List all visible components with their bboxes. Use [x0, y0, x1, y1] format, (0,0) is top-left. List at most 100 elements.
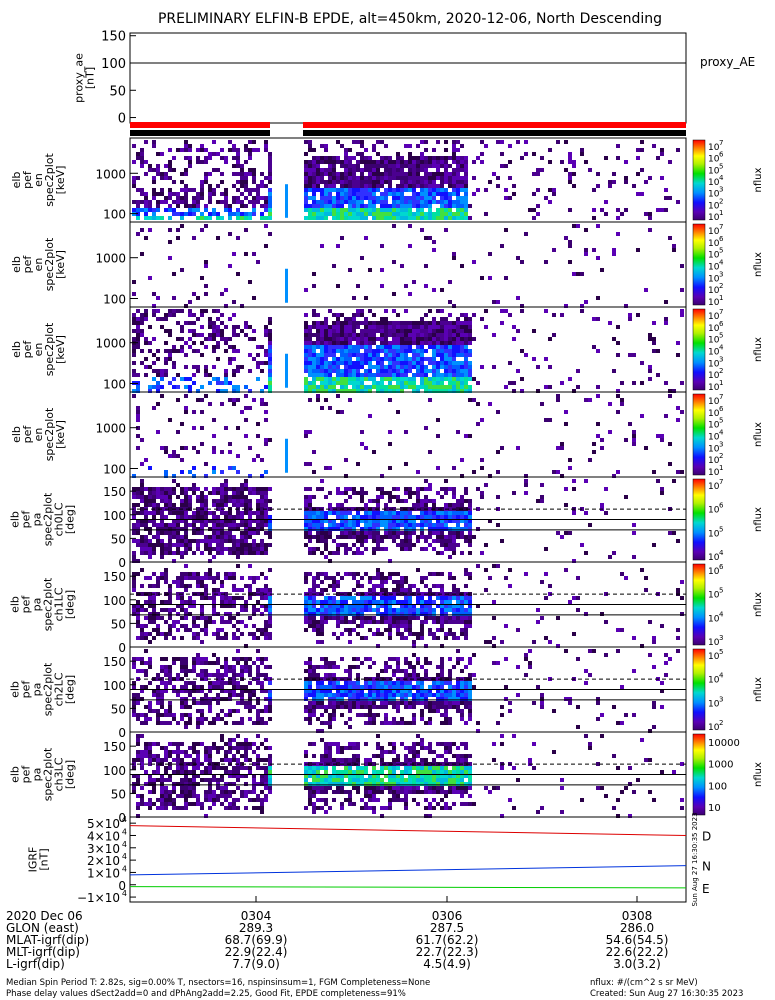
- heat-cell: [380, 268, 384, 272]
- heat-cell: [156, 349, 160, 353]
- heat-cell: [324, 148, 328, 152]
- heat-cell: [236, 426, 240, 430]
- heat-cell: [380, 491, 384, 495]
- heat-cell: [348, 168, 352, 172]
- heat-cell: [396, 519, 400, 523]
- heat-cell: [364, 592, 368, 596]
- panel-4-streak: [285, 353, 288, 388]
- heat-cell: [380, 184, 384, 188]
- heat-cell: [360, 519, 364, 523]
- heat-cell: [456, 527, 460, 531]
- heat-cell: [408, 491, 412, 495]
- heat-cell: [388, 519, 392, 523]
- heat-cell: [468, 572, 472, 576]
- heat-cell: [320, 624, 324, 628]
- heat-cell: [392, 620, 396, 624]
- heat-cell: [412, 640, 416, 644]
- heat-cell: [360, 430, 364, 434]
- heat-cell: [220, 539, 224, 543]
- heat-cell: [308, 329, 312, 333]
- heat-cell: [424, 196, 428, 200]
- heat-cell: [320, 373, 324, 377]
- heat-cell: [316, 373, 320, 377]
- heat-cell: [148, 204, 152, 208]
- heat-cell: [308, 588, 312, 592]
- heat-cell: [380, 373, 384, 377]
- heat-cell: [428, 535, 432, 539]
- heat-cell: [324, 188, 328, 192]
- heat-cell: [340, 325, 344, 329]
- heat-cell: [244, 669, 248, 673]
- heat-cell: [376, 321, 380, 325]
- heat-cell: [332, 511, 336, 515]
- heat-cell: [444, 632, 448, 636]
- heat-cell: [444, 321, 448, 325]
- heat-cell: [392, 208, 396, 212]
- heat-cell: [156, 172, 160, 176]
- heat-cell: [332, 527, 336, 531]
- heat-cell: [220, 470, 224, 474]
- heat-cell: [392, 624, 396, 628]
- heat-cell: [248, 588, 252, 592]
- heat-cell: [180, 458, 184, 462]
- heat-cell: [380, 588, 384, 592]
- heat-cell: [348, 620, 352, 624]
- panel-5-colorbar: [692, 393, 706, 476]
- heat-cell: [188, 337, 192, 341]
- heat-cell: [216, 572, 220, 576]
- heat-cell: [236, 628, 240, 632]
- heat-cell: [372, 547, 376, 551]
- heat-cell: [204, 628, 208, 632]
- heat-cell: [184, 527, 188, 531]
- heat-cell: [248, 511, 252, 515]
- heat-cell: [208, 697, 212, 701]
- heat-cell: [348, 547, 352, 551]
- heat-cell: [540, 495, 544, 499]
- heat-cell: [368, 204, 372, 208]
- colorbar-tick-label: 10: [708, 359, 720, 369]
- heat-cell: [360, 180, 364, 184]
- heat-cell: [212, 515, 216, 519]
- heat-cell: [420, 208, 424, 212]
- heat-cell: [168, 309, 172, 313]
- heat-cell: [232, 252, 236, 256]
- heat-cell: [416, 503, 420, 507]
- heat-cell: [224, 612, 228, 616]
- heat-cell: [344, 160, 348, 164]
- heat-cell: [312, 612, 316, 616]
- heat-cell: [236, 389, 240, 393]
- heat-cell: [332, 576, 336, 580]
- heat-cell: [336, 543, 340, 547]
- heat-cell: [372, 216, 376, 220]
- heat-cell: [200, 685, 204, 689]
- heat-cell: [456, 216, 460, 220]
- heat-cell: [312, 584, 316, 588]
- heat-cell: [176, 228, 180, 232]
- heat-cell: [596, 349, 600, 353]
- heat-cell: [188, 309, 192, 313]
- heat-cell: [448, 216, 452, 220]
- heat-cell: [372, 200, 376, 204]
- heat-cell: [416, 491, 420, 495]
- heat-cell: [224, 515, 228, 519]
- heat-cell: [188, 499, 192, 503]
- heat-cell: [144, 717, 148, 721]
- heat-cell: [548, 365, 552, 369]
- ylabel-line: elb: [9, 511, 22, 528]
- heat-cell: [196, 208, 200, 212]
- heat-cell: [212, 539, 216, 543]
- heat-cell: [200, 515, 204, 519]
- heat-cell: [208, 681, 212, 685]
- heat-cell: [264, 244, 268, 248]
- heat-cell: [344, 523, 348, 527]
- heat-cell: [320, 381, 324, 385]
- heat-cell: [408, 188, 412, 192]
- heat-cell: [440, 200, 444, 204]
- heat-cell: [392, 527, 396, 531]
- heat-cell: [220, 381, 224, 385]
- heat-cell: [404, 200, 408, 204]
- heat-cell: [456, 321, 460, 325]
- heat-cell: [668, 160, 672, 164]
- heat-cell: [248, 280, 252, 284]
- heat-cell: [244, 394, 248, 398]
